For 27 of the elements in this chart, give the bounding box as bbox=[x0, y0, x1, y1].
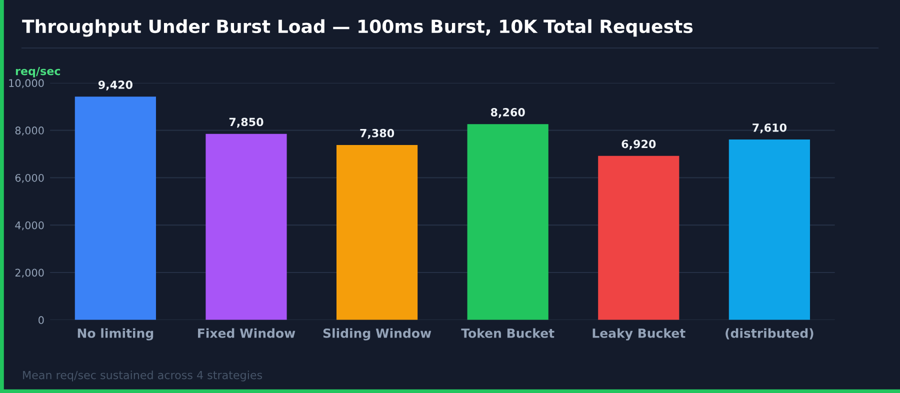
x-tick-label: Leaky Bucket bbox=[592, 328, 686, 340]
y-tick-label: 8,000 bbox=[15, 126, 44, 136]
data-label: 6,920 bbox=[622, 140, 656, 150]
bar bbox=[467, 124, 548, 320]
bar bbox=[206, 134, 287, 320]
bar bbox=[728, 140, 810, 320]
x-tick-label: Fixed Window bbox=[198, 328, 296, 338]
x-tick-label: (distributed) bbox=[726, 328, 814, 340]
y-axis-title: req/sec bbox=[16, 66, 60, 78]
x-tick-label: Token Bucket bbox=[461, 328, 554, 338]
data-label: 7,380 bbox=[360, 128, 394, 139]
x-tick-label: Sliding Window bbox=[323, 328, 432, 340]
x-tick-label: No limiting bbox=[78, 328, 154, 340]
bar bbox=[598, 156, 680, 320]
y-tick-label: 0 bbox=[38, 316, 44, 324]
data-label: 8,260 bbox=[490, 108, 525, 118]
bar bbox=[336, 145, 418, 320]
data-label: 7,850 bbox=[229, 118, 264, 128]
data-label: 9,420 bbox=[98, 80, 132, 90]
y-tick-label: 2,000 bbox=[15, 268, 44, 278]
text: Mean req/sec sustained across 4 strategies bbox=[23, 370, 262, 382]
y-tick-label: 4,000 bbox=[15, 221, 44, 230]
chart-title: Throughput Under Burst Load — 100ms Burst, 10K Total Requests bbox=[22, 19, 693, 37]
bar bbox=[74, 96, 156, 320]
data-label: 7,610 bbox=[752, 123, 786, 134]
y-tick-label: 6,000 bbox=[15, 174, 44, 183]
y-tick-label: 10,000 bbox=[9, 79, 44, 88]
